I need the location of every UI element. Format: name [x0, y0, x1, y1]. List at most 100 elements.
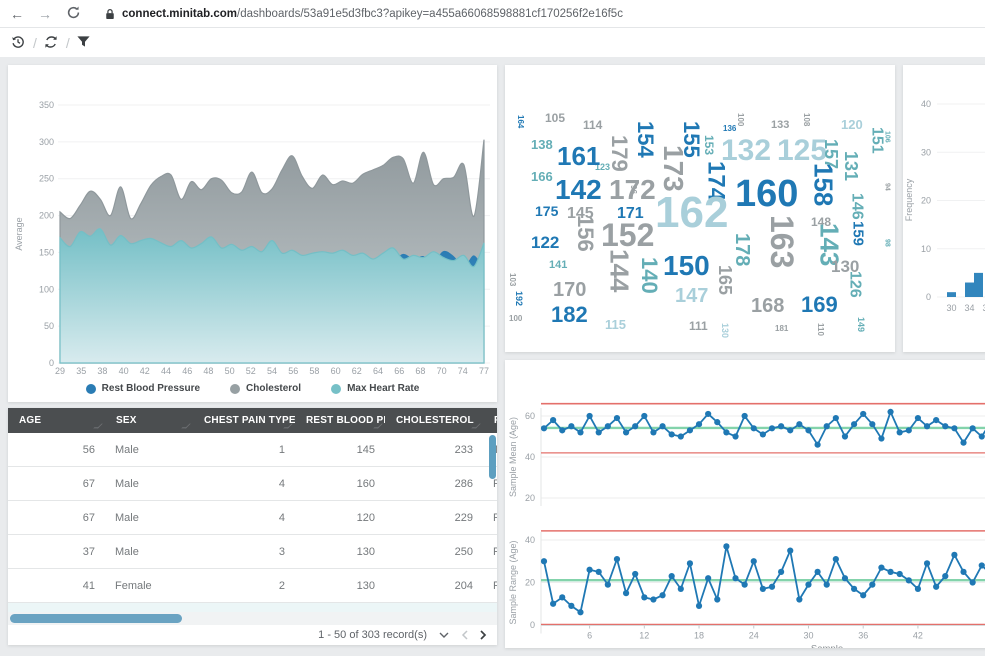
cloud-word[interactable]: 178	[731, 233, 753, 267]
cloud-word[interactable]: 145	[567, 205, 594, 222]
cloud-word[interactable]: 160	[735, 173, 799, 215]
cloud-word[interactable]: 159	[849, 221, 867, 247]
cloud-word[interactable]: 147	[675, 285, 709, 307]
cloud-word[interactable]: 110	[816, 323, 826, 336]
cloud-word[interactable]: 138	[531, 137, 553, 152]
cloud-word[interactable]: 103	[508, 273, 518, 287]
cloud-word[interactable]: 152	[601, 217, 655, 253]
cloud-word[interactable]: 192	[514, 291, 525, 307]
forward-icon[interactable]: →	[38, 5, 52, 22]
cloud-word[interactable]: 163	[763, 215, 800, 269]
data-point	[796, 421, 803, 428]
cloud-word[interactable]: 153	[701, 135, 716, 156]
cloud-word[interactable]: 142	[555, 174, 602, 205]
x-tick-label: 56	[288, 366, 298, 376]
cloud-word[interactable]: 96	[629, 185, 639, 194]
cloud-word[interactable]: 157	[821, 139, 842, 170]
column-header-chest-pain-type[interactable]: CHEST PAIN TYPE	[193, 408, 295, 433]
cloud-word[interactable]: 132	[721, 134, 772, 167]
cloud-word[interactable]: 136	[723, 124, 737, 133]
y-tick-label: 100	[39, 284, 54, 294]
cloud-word[interactable]: 143	[814, 223, 845, 267]
cloud-word[interactable]: 141	[549, 259, 568, 271]
cloud-word[interactable]: 148	[811, 215, 832, 229]
legend-item[interactable]: Max Heart Rate	[331, 383, 419, 394]
column-header-cholesterol[interactable]: CHOLESTEROL	[385, 408, 483, 433]
cloud-word[interactable]: 100	[736, 113, 746, 127]
cloud-word[interactable]: 131	[841, 151, 862, 182]
cloud-word[interactable]: 130	[831, 257, 860, 276]
cloud-word[interactable]: 156	[572, 215, 598, 252]
column-header-fasting-[interactable]: FASTING...	[483, 408, 497, 433]
table-row[interactable]: 37 Male 3 130 250 False	[8, 535, 497, 569]
reload-icon[interactable]	[66, 5, 83, 22]
page-size-chevron-down-icon[interactable]	[439, 632, 449, 638]
cloud-word[interactable]: 164	[516, 115, 526, 129]
cloud-word[interactable]: 146	[848, 193, 866, 220]
cloud-word[interactable]: 155	[678, 121, 704, 158]
cloud-word[interactable]: 130	[720, 323, 731, 339]
cloud-word[interactable]: 179	[606, 135, 632, 172]
next-page-icon[interactable]	[480, 630, 487, 640]
back-icon[interactable]: ←	[10, 5, 24, 22]
table-row[interactable]: 67 Male 4 120 229 False	[8, 501, 497, 535]
cloud-word[interactable]: 162	[655, 188, 729, 237]
cloud-word[interactable]: 126	[846, 271, 864, 298]
cloud-word[interactable]: 169	[801, 292, 838, 317]
cloud-word[interactable]: 100	[509, 314, 523, 323]
column-header-age[interactable]: AGE	[8, 408, 105, 433]
legend-item[interactable]: Rest Blood Pressure	[85, 383, 201, 394]
table-row[interactable]: 67 Male 4 160 286 False	[8, 467, 497, 501]
cloud-word[interactable]: 120	[841, 117, 863, 132]
prev-page-icon[interactable]	[461, 630, 468, 640]
history-restore-icon[interactable]	[10, 34, 27, 51]
table-cell: False	[493, 579, 497, 592]
cloud-word[interactable]: 171	[617, 205, 644, 222]
data-point	[613, 414, 621, 422]
cloud-word[interactable]: 166	[531, 169, 553, 184]
cloud-word[interactable]: 165	[715, 265, 736, 296]
cloud-word[interactable]: 149	[856, 317, 867, 333]
cloud-word[interactable]: 114	[583, 118, 603, 132]
column-header-rest-blood-press-[interactable]: REST BLOOD PRESS...	[295, 408, 385, 433]
cloud-word[interactable]: 158	[808, 163, 839, 207]
table-horizontal-scrollbar-track[interactable]	[8, 612, 497, 625]
cloud-word[interactable]: 105	[545, 111, 566, 125]
x-tick-label: 52	[246, 366, 256, 376]
cloud-word[interactable]: 182	[551, 302, 588, 327]
cloud-word[interactable]: 122	[531, 233, 560, 252]
cloud-word[interactable]: 150	[663, 250, 710, 281]
cloud-word[interactable]: 108	[802, 113, 812, 127]
cloud-word[interactable]: 98	[883, 239, 891, 247]
cloud-word[interactable]: 151	[868, 127, 886, 154]
cloud-word[interactable]: 125	[777, 134, 828, 167]
table-horizontal-scrollbar-thumb[interactable]	[10, 614, 182, 623]
legend-item[interactable]: Cholesterol	[230, 383, 301, 394]
cloud-word[interactable]: 175	[535, 203, 559, 219]
table-row[interactable]: 56Male1145233True	[8, 433, 497, 467]
table-vertical-scrollbar[interactable]	[489, 435, 496, 479]
legend-label: Rest Blood Pressure	[101, 383, 201, 394]
cloud-word[interactable]: 94	[883, 183, 891, 191]
cloud-word[interactable]: 173	[658, 145, 690, 192]
cloud-word[interactable]: 161	[557, 141, 601, 171]
sync-icon[interactable]	[43, 34, 60, 51]
address-bar[interactable]: connect.minitab.com/dashboards/53a91e5d3…	[105, 8, 623, 20]
filter-icon[interactable]	[76, 34, 93, 51]
cloud-word[interactable]: 168	[751, 295, 785, 317]
table-cell: False	[493, 511, 497, 524]
table-row[interactable]: 41 Female 2 130 204 False	[8, 569, 497, 603]
cloud-word[interactable]: 123	[595, 162, 611, 172]
cloud-word[interactable]: 170	[553, 279, 587, 301]
cloud-word[interactable]: 172	[609, 174, 656, 205]
cloud-word[interactable]: 106	[883, 131, 891, 143]
cloud-word[interactable]: 115	[605, 317, 626, 332]
cloud-word[interactable]: 111	[689, 319, 708, 333]
cloud-word[interactable]: 181	[775, 324, 789, 333]
cloud-word[interactable]: 144	[604, 249, 635, 293]
cloud-word[interactable]: 140	[636, 257, 662, 294]
cloud-word[interactable]: 154	[632, 121, 658, 158]
column-header-sex[interactable]: SEX	[105, 408, 193, 433]
cloud-word[interactable]: 174	[702, 161, 730, 202]
cloud-word[interactable]: 133	[771, 119, 790, 131]
